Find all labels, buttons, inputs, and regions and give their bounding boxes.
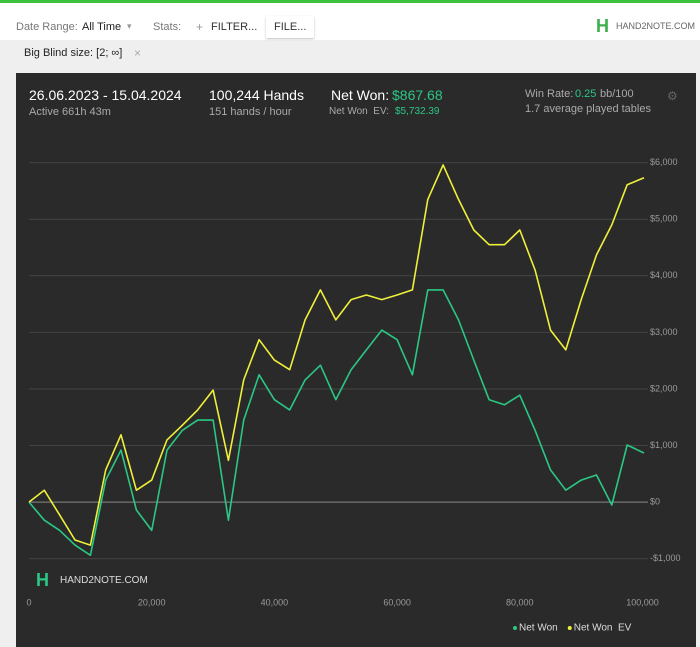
tables: 1.7 average played tables bbox=[525, 103, 651, 115]
x-tick-label: 100,000 bbox=[626, 597, 659, 607]
legend-swatch bbox=[513, 626, 517, 630]
remove-filter[interactable]: × bbox=[134, 46, 142, 60]
legend-swatch bbox=[567, 626, 572, 630]
y-tick-label: $3,000 bbox=[650, 327, 678, 337]
y-tick-label: $1,000 bbox=[650, 440, 678, 450]
watermark-logo: H bbox=[36, 570, 49, 590]
net-won-label: Net Won: bbox=[331, 87, 390, 103]
brand: HAND2NOTE.COM bbox=[616, 21, 696, 31]
legend-label: Net Won EV bbox=[574, 623, 632, 634]
chart-panel bbox=[16, 73, 696, 647]
series-line bbox=[28, 164, 645, 546]
hands: 100,244 Hands bbox=[209, 87, 304, 103]
toolbar: Date Range: All Time ▾ Stats: + FILTER..… bbox=[0, 0, 700, 40]
plus-icon: + bbox=[196, 20, 204, 34]
x-tick-label: 40,000 bbox=[261, 597, 289, 607]
filter-tag: Big Blind size: [2; ∞] bbox=[24, 47, 123, 59]
period: 26.06.2023 - 15.04.2024 bbox=[29, 87, 182, 103]
net-won: $867.68 bbox=[392, 87, 443, 103]
brand-logo: H bbox=[596, 16, 609, 36]
net-won-ev: $5,732.39 bbox=[395, 106, 440, 117]
win-rate-unit: bb/100 bbox=[600, 88, 634, 100]
filter-button[interactable]: FILTER... bbox=[211, 21, 258, 33]
x-tick-label: 60,000 bbox=[383, 597, 411, 607]
date-range[interactable]: All Time bbox=[82, 21, 122, 33]
settings-icon[interactable]: ⚙ bbox=[667, 89, 678, 103]
y-tick-label: $2,000 bbox=[650, 383, 678, 393]
legend-label: Net Won bbox=[519, 623, 558, 634]
stats-label: Stats: bbox=[153, 21, 182, 33]
hands-per-hour: 151 hands / hour bbox=[209, 106, 292, 118]
active-time: Active 661h 43m bbox=[29, 106, 111, 118]
net-won-ev-label: Net Won EV: bbox=[329, 106, 390, 117]
y-tick-label: $5,000 bbox=[650, 214, 678, 224]
date-range-label: Date Range: bbox=[16, 21, 78, 33]
x-tick-label: 0 bbox=[26, 597, 31, 607]
y-tick-label: $4,000 bbox=[650, 270, 678, 280]
x-tick-label: 80,000 bbox=[506, 597, 534, 607]
win-rate: 0.25 bbox=[575, 88, 597, 100]
y-tick-label: $6,000 bbox=[650, 157, 678, 167]
watermark: HAND2NOTE.COM bbox=[60, 575, 148, 586]
file-button[interactable]: FILE... bbox=[266, 16, 315, 38]
y-tick-label: -$1,000 bbox=[650, 553, 681, 563]
caret: ▾ bbox=[127, 21, 132, 31]
series-line bbox=[28, 289, 645, 557]
x-tick-label: 20,000 bbox=[138, 597, 166, 607]
y-tick-label: $0 bbox=[650, 497, 660, 507]
win-rate-label: Win Rate: bbox=[525, 88, 574, 100]
